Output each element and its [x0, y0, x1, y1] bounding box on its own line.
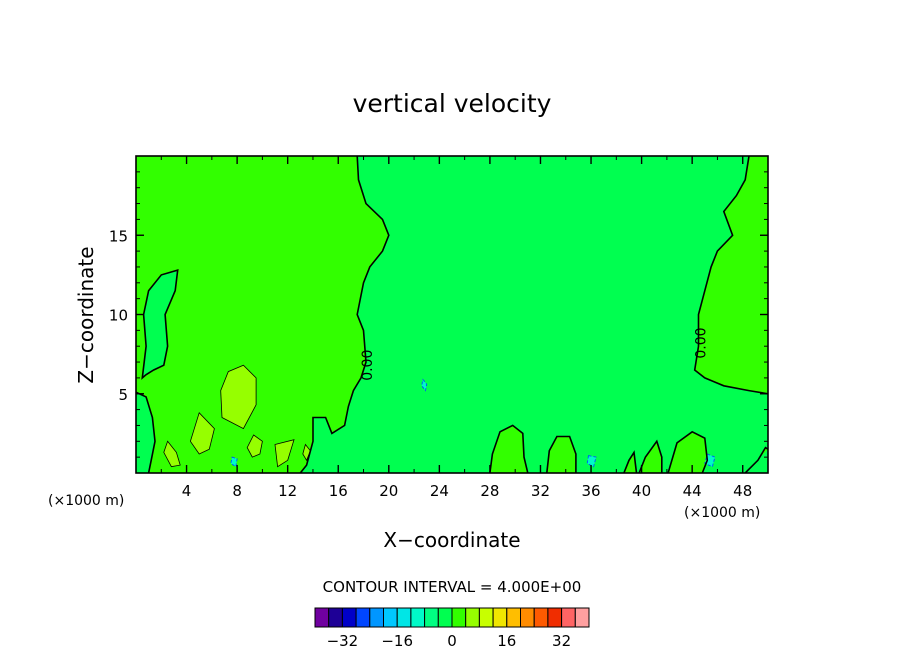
contour-field: 0.00 0.00 — [136, 156, 768, 473]
zero-contour-hill-0 — [489, 424, 529, 473]
y-axis-label: Z−coordinate — [74, 246, 98, 383]
zero-contour-hill-5 — [744, 446, 768, 473]
y-tick-label-5: 5 — [118, 386, 128, 404]
colorbar-swatch-2 — [341, 607, 357, 628]
x-tick-label-20: 20 — [379, 482, 398, 500]
zero-contour-left — [299, 156, 390, 473]
x-tick-label-16: 16 — [329, 482, 348, 500]
positive-cell-3 — [246, 434, 263, 458]
field-negative-blob-upper-left — [142, 270, 178, 378]
zero-contour-left-boundary — [136, 391, 156, 473]
field-positive-hill-3 — [639, 441, 662, 473]
x-tick-label-36: 36 — [581, 482, 600, 500]
colorbar-swatch-15 — [520, 607, 535, 628]
colorbar-swatch-9 — [437, 607, 453, 628]
colorbar-swatch-17 — [547, 607, 563, 628]
colorbar-swatch-18 — [561, 607, 576, 628]
contour-interval-label: CONTOUR INTERVAL = 4.000E+00 — [323, 578, 582, 596]
colorbar-tick-label-3: 16 — [497, 632, 516, 650]
field-positive-hill-1 — [546, 436, 576, 473]
colorbar-swatch-16 — [533, 607, 549, 628]
field-positive-hill-0 — [489, 425, 528, 473]
x-tick-label-44: 44 — [683, 482, 702, 500]
x-axis-ticks: 4 8 12 16 20 24 28 32 36 40 44 48 — [160, 156, 752, 500]
x-tick-label-8: 8 — [232, 482, 242, 500]
field-positive-region-right — [694, 156, 768, 394]
x-axis-label: X−coordinate — [383, 528, 520, 552]
zero-contour-hill-2 — [623, 450, 638, 473]
colorbar-swatch-11 — [465, 607, 480, 628]
colorbar-swatch-10 — [451, 607, 467, 628]
colorbar: −32 −16 0 16 32 — [314, 607, 590, 650]
colorbar-swatch-6 — [396, 607, 412, 628]
chart-title: vertical velocity — [353, 89, 552, 118]
x-tick-label-28: 28 — [480, 482, 499, 500]
colorbar-swatch-3 — [355, 607, 371, 628]
colorbar-tick-label-0: −32 — [327, 632, 359, 650]
colorbar-swatch-7 — [410, 607, 426, 628]
x-tick-label-48: 48 — [733, 482, 752, 500]
zero-contour-hill-1 — [546, 435, 577, 473]
colorbar-swatch-19 — [574, 607, 590, 628]
y-tick-label-15: 15 — [109, 227, 128, 245]
x-unit-label: (×1000 m) — [684, 505, 760, 521]
x-tick-label-32: 32 — [531, 482, 550, 500]
contour-label-left: 0.00 — [360, 350, 376, 381]
colorbar-swatch-5 — [383, 607, 398, 628]
field-positive-hill-4 — [668, 431, 708, 473]
y-tick-label-10: 10 — [109, 307, 128, 325]
colorbar-tick-label-4: 32 — [552, 632, 571, 650]
colorbar-tick-label-1: −16 — [381, 632, 413, 650]
plot-area: 0.00 0.00 — [135, 155, 769, 474]
positive-cell-2 — [189, 412, 215, 455]
negative-cell-1 — [586, 455, 597, 468]
colorbar-swatch-0 — [314, 607, 330, 628]
field-positive-hill-2 — [623, 452, 637, 473]
negative-cell-3 — [230, 456, 238, 468]
x-tick-label-12: 12 — [278, 482, 297, 500]
colorbar-swatch-1 — [328, 607, 343, 628]
colorbar-tick-label-2: 0 — [447, 632, 457, 650]
z-unit-label: (×1000 m) — [48, 493, 124, 509]
field-positive-region-left — [136, 156, 389, 473]
colorbar-swatch-14 — [506, 607, 521, 628]
positive-cell-4 — [274, 439, 295, 468]
x-tick-label-40: 40 — [632, 482, 651, 500]
contour-label-right: 0.00 — [694, 327, 710, 358]
positive-cell-0 — [220, 364, 257, 430]
x-tick-label-24: 24 — [430, 482, 449, 500]
negative-cell-0 — [421, 378, 428, 392]
x-tick-label-4: 4 — [182, 482, 192, 500]
zero-contour-right — [693, 156, 768, 395]
zero-contour-hill-4 — [667, 430, 709, 473]
y-axis-ticks: 5 10 15 — [109, 171, 768, 458]
zero-contour-hill-3 — [638, 439, 663, 473]
positive-cell-1 — [163, 440, 181, 468]
colorbar-swatch-4 — [369, 607, 384, 628]
colorbar-swatch-13 — [492, 607, 508, 628]
colorbar-swatch-12 — [478, 607, 494, 628]
colorbar-swatch-8 — [424, 607, 439, 628]
